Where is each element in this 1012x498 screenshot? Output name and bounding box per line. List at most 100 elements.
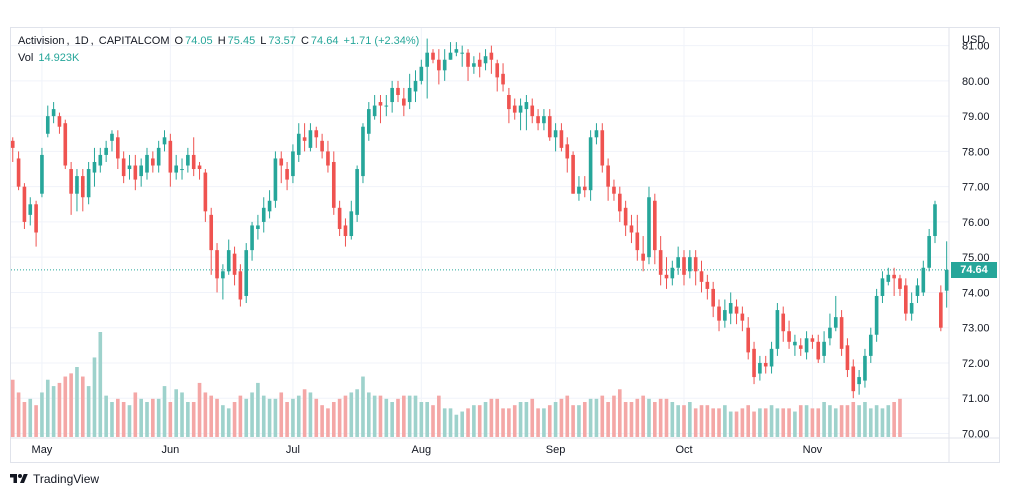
volume-bar — [63, 376, 68, 437]
candle-body — [261, 207, 266, 222]
volume-bar — [256, 382, 260, 437]
candle-body — [647, 197, 651, 258]
volume-bar — [22, 402, 27, 437]
volume-bar — [617, 389, 622, 437]
candle-body — [28, 204, 33, 215]
candle-body — [798, 345, 803, 349]
price-tick-label: 76.00 — [962, 217, 990, 229]
volume-bar — [664, 398, 669, 437]
candle-body — [711, 288, 715, 307]
volume-bar — [57, 382, 62, 437]
volume-bar — [524, 402, 529, 437]
volume-bar — [261, 395, 266, 437]
volume-bar — [547, 405, 552, 437]
candle-body — [372, 105, 377, 117]
candle-body — [302, 137, 307, 141]
price-axis[interactable]: 81.00 80.00 79.00 78.00 77.00 76.00 75.00 74.00… — [962, 41, 990, 441]
volume-bar — [728, 411, 733, 437]
volume-bar — [658, 398, 663, 437]
volume-bar — [92, 357, 97, 437]
last-price-tag: 74.64 — [951, 261, 997, 278]
volume-bar — [425, 402, 429, 437]
low-label: L — [260, 35, 267, 47]
candle-body — [530, 105, 535, 117]
candle-body — [477, 59, 482, 67]
candle-body — [898, 278, 902, 289]
change-value: +1.71 (+2.34%) — [343, 35, 420, 47]
volume-bar — [372, 395, 377, 437]
candle-body — [16, 158, 21, 187]
open-value: 74.05 — [185, 35, 213, 47]
symbol-name[interactable]: Activision — [18, 35, 65, 47]
candle-body — [466, 52, 470, 67]
currency-label[interactable]: USD — [962, 34, 986, 46]
candle-body — [577, 186, 581, 194]
volume-bar — [787, 408, 791, 437]
candle-body — [565, 144, 570, 159]
candle-body — [833, 317, 838, 328]
candle-body — [92, 161, 97, 173]
volume-bar — [734, 411, 739, 437]
volume-bar — [676, 405, 680, 437]
candle-body — [536, 116, 540, 124]
candle-body — [104, 147, 108, 155]
volume-label[interactable]: Vol — [18, 52, 34, 64]
time-tick-label: Jul — [286, 444, 300, 456]
volume-bar — [880, 408, 885, 437]
volume-bar — [349, 392, 354, 437]
volume-bar — [746, 405, 751, 437]
candle-body — [839, 317, 844, 349]
candle-body — [98, 154, 103, 166]
candle-body — [723, 310, 727, 321]
candle-body — [810, 338, 815, 342]
volume-bar — [378, 395, 383, 437]
candle-body — [320, 140, 324, 152]
candle-body — [349, 211, 354, 237]
volume-bar — [653, 402, 657, 437]
volume-bar — [688, 402, 692, 437]
volume-bar — [127, 405, 132, 437]
candle-body — [664, 274, 669, 279]
volume-bar — [507, 408, 511, 437]
volume-bar — [536, 408, 540, 437]
volume-bar — [775, 408, 780, 437]
candle-body — [162, 137, 167, 145]
candle-body — [250, 225, 254, 251]
time-tick-label: Sep — [546, 444, 566, 456]
candle-body — [396, 87, 400, 95]
candle-body — [51, 109, 56, 117]
price-tick-label: 79.00 — [962, 111, 990, 123]
candle-body — [145, 154, 149, 173]
candle-body — [437, 59, 441, 71]
candle-body — [769, 348, 774, 367]
volume-bar — [191, 402, 196, 437]
interval: 1D — [74, 35, 89, 47]
volume-bar — [361, 376, 365, 437]
candle-body — [314, 130, 319, 138]
candle-body — [909, 303, 914, 314]
volume-bar — [752, 411, 756, 437]
candle-body — [326, 151, 330, 166]
candle-body — [600, 130, 605, 166]
volume-bar — [606, 402, 610, 437]
price-tick-label: 73.00 — [962, 323, 990, 335]
time-axis[interactable]: May Jun Jul Aug Sep Oct Nov — [32, 444, 823, 456]
volume-bars — [10, 332, 902, 437]
tradingview-brand[interactable]: TradingView — [10, 472, 99, 486]
candle-body — [454, 49, 459, 53]
volume-bar — [331, 402, 336, 437]
candle-body — [431, 52, 435, 60]
volume-bar — [174, 389, 178, 437]
candle-body — [758, 362, 762, 374]
price-tick-label: 72.00 — [962, 358, 990, 370]
candle-body — [238, 271, 243, 300]
candle-body — [331, 161, 336, 208]
volume-bar — [285, 402, 289, 437]
candle-body — [45, 116, 50, 134]
candle-body — [629, 225, 634, 233]
candle-body — [267, 200, 272, 212]
chart-frame — [10, 27, 1000, 463]
volume-bar — [110, 402, 114, 437]
candle-body — [524, 102, 529, 110]
